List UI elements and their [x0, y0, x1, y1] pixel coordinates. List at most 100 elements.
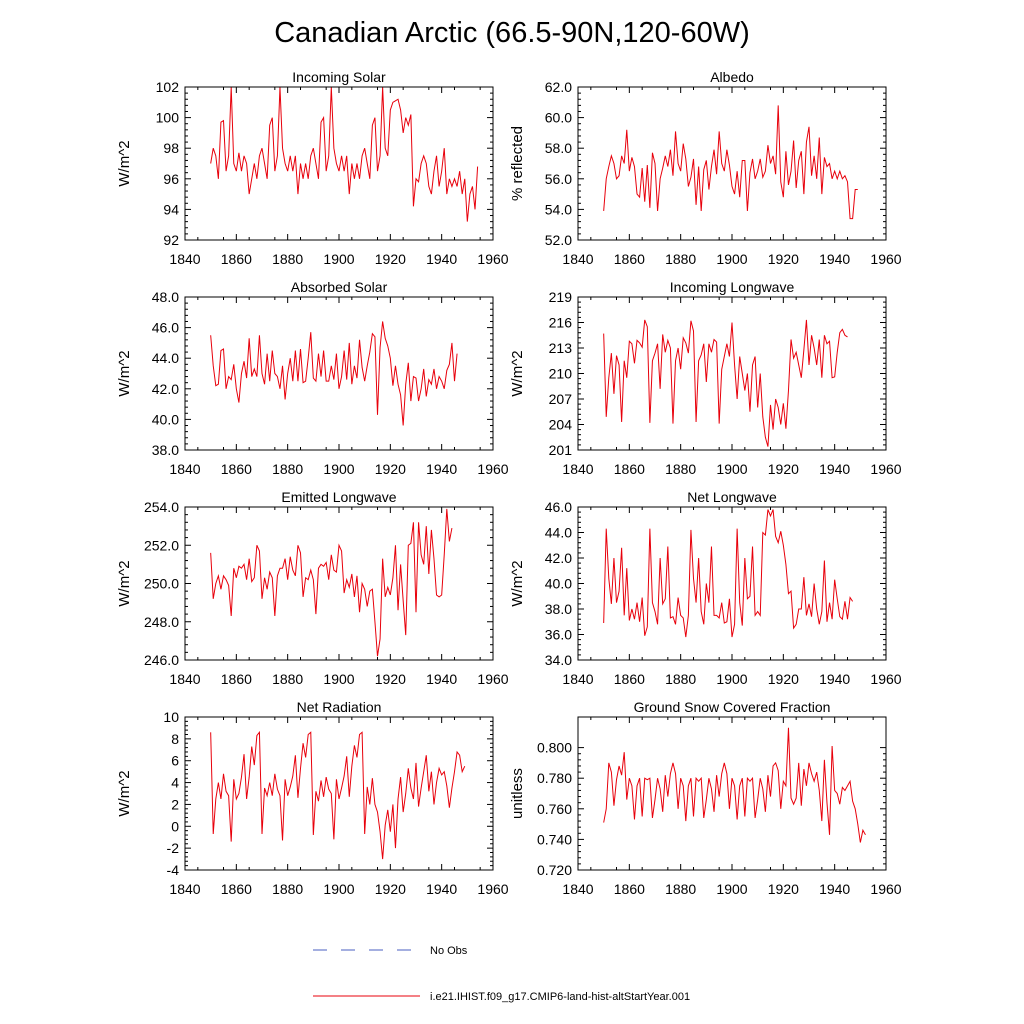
y-tick-label: 4 — [171, 775, 179, 791]
series-line — [603, 509, 854, 638]
chart-title: Absorbed Solar — [291, 279, 388, 295]
y-tick-label: 0.740 — [537, 831, 572, 847]
y-tick-label: 62.0 — [545, 79, 572, 95]
x-tick-label: 1920 — [768, 671, 799, 687]
x-tick-label: 1860 — [221, 251, 252, 267]
panels: Incoming Solar W/m^2 1840 1860 1880 1900 1920 1… — [116, 69, 902, 897]
y-axis-label: % reflected — [509, 126, 526, 201]
y-tick-label: 213 — [549, 340, 573, 356]
x-tick-label: 1880 — [665, 671, 696, 687]
y-tick-label: 0.780 — [537, 770, 572, 786]
y-tick-label: 8 — [171, 731, 179, 747]
y-tick-label: 10 — [163, 709, 179, 725]
x-tick-label: 1920 — [375, 881, 406, 897]
x-tick-label: 1940 — [819, 251, 850, 267]
y-tick-label: 201 — [549, 442, 573, 458]
y-tick-label: 38.0 — [152, 442, 179, 458]
y-tick-label: 216 — [549, 315, 573, 331]
chart-title: Incoming Longwave — [670, 279, 795, 295]
y-tick-label: 46.0 — [545, 499, 572, 515]
y-tick-label: 254.0 — [144, 499, 179, 515]
y-tick-label: 92 — [163, 232, 179, 248]
plot-frame — [184, 296, 494, 451]
x-tick-label: 1920 — [768, 461, 799, 477]
y-tick-label: 98 — [163, 140, 179, 156]
x-tick-label: 1860 — [614, 881, 645, 897]
x-tick-label: 1960 — [477, 251, 508, 267]
plot-frame — [184, 86, 494, 241]
x-tick-label: 1900 — [716, 671, 747, 687]
y-tick-label: 58.0 — [545, 140, 572, 156]
x-tick-label: 1900 — [323, 251, 354, 267]
y-tick-label: 6 — [171, 753, 179, 769]
x-tick-label: 1960 — [477, 671, 508, 687]
plot-frame — [577, 506, 887, 661]
figure-title: Canadian Arctic (66.5-90N,120-60W) — [274, 17, 750, 49]
y-tick-label: -4 — [167, 862, 180, 878]
y-tick-label: 38.0 — [545, 601, 572, 617]
x-tick-label: 1920 — [768, 881, 799, 897]
x-tick-label: 1940 — [426, 461, 457, 477]
x-tick-label: 1840 — [562, 671, 593, 687]
series-line — [210, 86, 479, 222]
chart-panel: Incoming Solar W/m^2 1840 1860 1880 1900 1920 1… — [116, 69, 509, 267]
y-tick-label: 207 — [549, 391, 573, 407]
chart-title: Incoming Solar — [292, 69, 386, 85]
x-tick-label: 1860 — [221, 671, 252, 687]
x-tick-label: 1900 — [323, 461, 354, 477]
y-axis-label: W/m^2 — [116, 350, 133, 396]
y-tick-label: 94 — [163, 201, 179, 217]
chart-title: Ground Snow Covered Fraction — [634, 699, 831, 715]
x-tick-label: 1960 — [477, 881, 508, 897]
x-tick-label: 1920 — [375, 671, 406, 687]
legend-label-no-obs: No Obs — [430, 945, 468, 957]
x-tick-label: 1900 — [716, 881, 747, 897]
x-tick-label: 1940 — [426, 881, 457, 897]
y-tick-label: 40.0 — [545, 576, 572, 592]
x-tick-label: 1940 — [426, 671, 457, 687]
chart-panel: Net Radiation W/m^2 1840 1860 1880 1900 1920 19… — [116, 699, 509, 897]
y-tick-label: 252.0 — [144, 537, 179, 553]
x-tick-label: 1840 — [169, 461, 200, 477]
y-tick-label: 44.0 — [545, 525, 572, 541]
x-tick-label: 1940 — [819, 461, 850, 477]
chart-panel: Net Longwave W/m^2 1840 1860 1880 1900 1920 194… — [509, 489, 902, 687]
y-tick-label: 100 — [156, 110, 180, 126]
series-line — [210, 508, 453, 657]
y-tick-label: 44.0 — [152, 350, 179, 366]
y-axis-label: W/m^2 — [116, 140, 133, 186]
chart-title: Emitted Longwave — [281, 489, 396, 505]
x-tick-label: 1920 — [768, 251, 799, 267]
x-tick-label: 1840 — [562, 251, 593, 267]
x-tick-label: 1840 — [169, 881, 200, 897]
x-tick-label: 1880 — [665, 881, 696, 897]
chart-title: Albedo — [710, 69, 754, 85]
series-line — [210, 730, 466, 860]
x-tick-label: 1960 — [870, 881, 901, 897]
x-tick-label: 1900 — [716, 461, 747, 477]
y-tick-label: 56.0 — [545, 171, 572, 187]
x-tick-label: 1880 — [272, 671, 303, 687]
y-axis-label: W/m^2 — [116, 560, 133, 606]
y-tick-label: 102 — [156, 79, 180, 95]
y-axis-label: W/m^2 — [509, 350, 526, 396]
series-line — [210, 321, 458, 426]
x-tick-label: 1880 — [665, 251, 696, 267]
y-tick-label: 210 — [549, 366, 573, 382]
y-tick-label: 34.0 — [545, 652, 572, 668]
y-tick-label: 60.0 — [545, 110, 572, 126]
y-tick-label: 0.760 — [537, 801, 572, 817]
x-tick-label: 1860 — [614, 251, 645, 267]
y-tick-label: 36.0 — [545, 627, 572, 643]
series-line — [603, 319, 848, 447]
plot-frame — [577, 86, 887, 241]
x-tick-label: 1880 — [272, 881, 303, 897]
x-tick-label: 1840 — [562, 461, 593, 477]
plot-frame — [184, 716, 494, 871]
x-tick-label: 1940 — [819, 671, 850, 687]
legend-label-model: i.e21.IHIST.f09_g17.CMIP6-land-hist-altS… — [430, 991, 690, 1003]
x-tick-label: 1960 — [870, 251, 901, 267]
y-tick-label: 0.720 — [537, 862, 572, 878]
y-tick-label: 0 — [171, 818, 179, 834]
x-tick-label: 1940 — [819, 881, 850, 897]
